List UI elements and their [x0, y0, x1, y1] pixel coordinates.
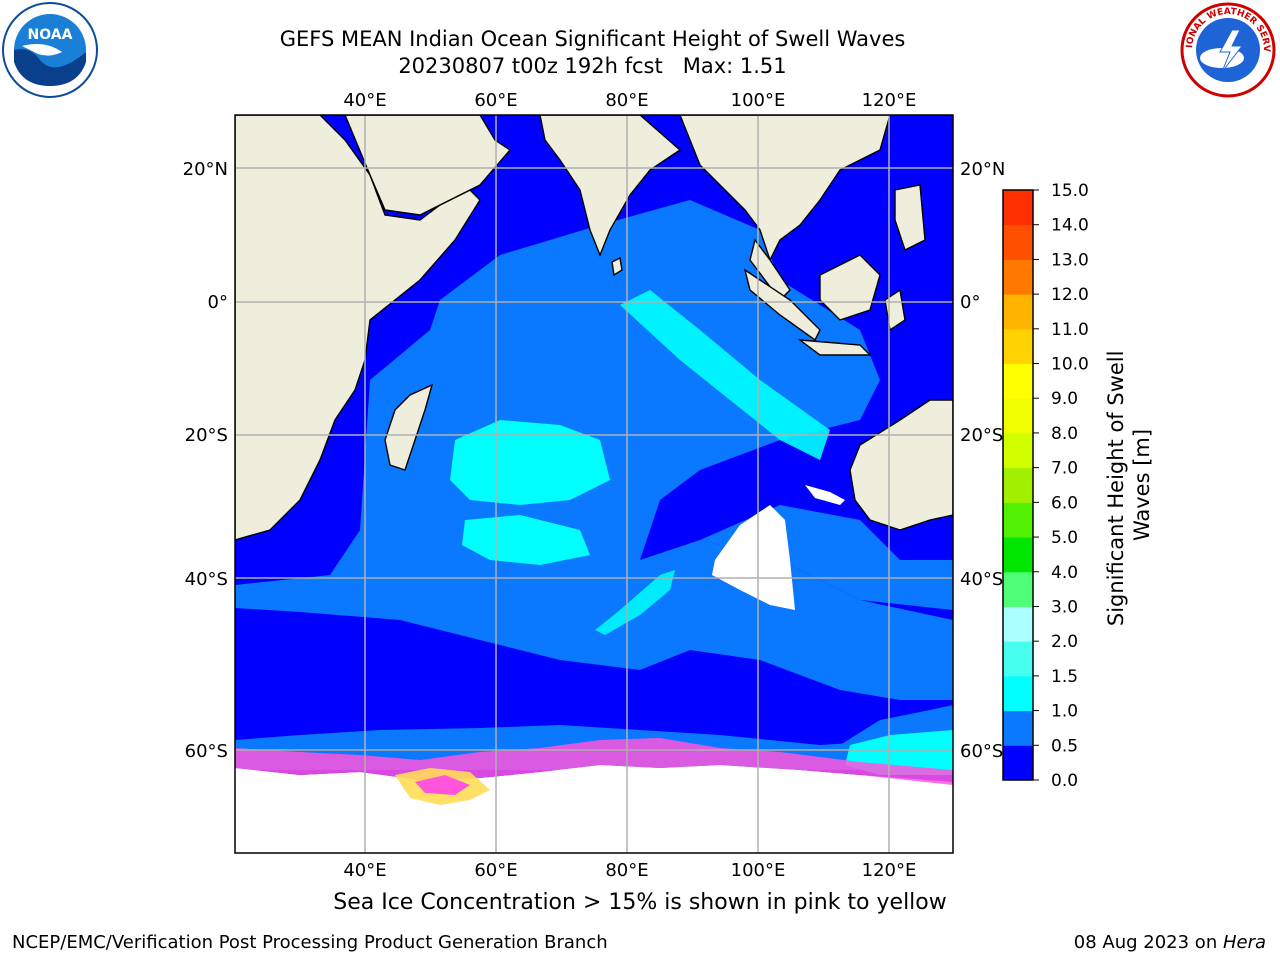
colorbar-tick-label: 1.0: [1051, 702, 1078, 722]
arabian-peninsula: [344, 115, 512, 216]
footer-host: Hera: [1222, 932, 1266, 953]
lon-tick-bottom: 40°E: [343, 860, 386, 881]
swell-streak-1-0-south: [595, 570, 675, 635]
lon-tick-top: 40°E: [343, 90, 386, 111]
colorbar-swatch: [1003, 502, 1033, 538]
swell-patch-1-0-central: [450, 420, 610, 505]
colorbar-swatch: [1003, 294, 1033, 330]
nws-logo: NATIONAL WEATHER SERVICE: [0, 0, 1276, 98]
lat-tick-right: 0°: [960, 292, 980, 313]
map-area: [235, 115, 953, 853]
lon-tick-top: 60°E: [474, 90, 517, 111]
noaa-logo-text: NOAA: [28, 27, 73, 43]
sea-ice-note: Sea Ice Concentration > 15% is shown in …: [333, 890, 947, 915]
sea-ice-band: [235, 765, 953, 853]
no-data-streak: [805, 485, 845, 505]
colorbar-swatch: [1003, 398, 1033, 434]
india: [539, 115, 682, 257]
lon-tick-bottom: 80°E: [605, 860, 648, 881]
colorbar-tick-label: 1.5: [1051, 667, 1078, 687]
lat-tick-left: 60°S: [185, 741, 228, 762]
footer-date-text: 08 Aug 2023 on: [1073, 932, 1223, 953]
colorbar-swatch: [1003, 328, 1033, 365]
swell-streak-1-0-east: [620, 290, 830, 460]
colorbar-tick-label: 8.0: [1051, 424, 1078, 444]
lat-tick-right: 60°S: [960, 741, 1003, 762]
colorbar-tick-label: 12.0: [1051, 285, 1089, 305]
lat-tick-right: 20°S: [960, 425, 1003, 446]
colorbar-swatch: [1003, 710, 1033, 746]
colorbar-tick-label: 4.0: [1051, 563, 1078, 583]
footer-credit: NCEP/EMC/Verification Post Processing Pr…: [12, 932, 608, 953]
lon-tick-top: 80°E: [605, 90, 648, 111]
colorbar-tick-label: 0.5: [1051, 736, 1078, 756]
colorbar-tick-label: 11.0: [1051, 320, 1089, 340]
colorbar-swatch: [1003, 571, 1033, 607]
lon-tick-top: 100°E: [731, 90, 786, 111]
madagascar: [384, 383, 434, 471]
lat-tick-left: 20°N: [183, 159, 228, 180]
colorbar-swatch: [1003, 745, 1033, 781]
noaa-logo: NOAA: [2, 2, 98, 98]
lon-tick-bottom: 100°E: [731, 860, 786, 881]
colorbar-tick-label: 10.0: [1051, 355, 1089, 375]
indochina: [679, 115, 891, 262]
australia: [849, 399, 953, 531]
colorbar-swatch: [1003, 259, 1033, 295]
philippines: [894, 184, 926, 251]
colorbar-tick-label: 15.0: [1051, 181, 1089, 201]
lat-tick-left: 40°S: [185, 569, 228, 590]
colorbar-tick-label: 14.0: [1051, 216, 1089, 236]
swell-patch-1-0-south: [462, 515, 590, 565]
colorbar-label-line1: Significant Height of Swell: [1104, 351, 1128, 627]
footer-date: 08 Aug 2023 on Hera: [1074, 932, 1266, 953]
sumatra: [743, 268, 821, 342]
java: [797, 339, 872, 356]
colorbar-swatch: [1003, 641, 1033, 677]
colorbar-tick-label: 0.0: [1051, 771, 1078, 791]
gridlines: [235, 115, 953, 853]
colorbar-swatch: [1003, 432, 1033, 469]
colorbar-swatch: [1003, 675, 1033, 712]
colorbar-swatch: [1003, 224, 1033, 260]
colorbar-tick-label: 9.0: [1051, 389, 1078, 409]
chart-subtitle: 20230807 t00z 192h fcst Max: 1.51: [398, 54, 787, 78]
colorbar-label: Significant Height of Swell Waves [m]: [1104, 344, 1154, 626]
colorbar-tick-label: 7.0: [1051, 459, 1078, 479]
map-frame: [234, 114, 954, 854]
colorbar-tick-label: 5.0: [1051, 528, 1078, 548]
sri-lanka: [611, 256, 623, 277]
colorbar-swatch: [1003, 467, 1033, 503]
colorbar-swatch: [1003, 537, 1033, 573]
colorbar-label-line2: Waves [m]: [1130, 429, 1154, 541]
no-data-patch: [712, 505, 795, 610]
colorbar-swatch: [1003, 190, 1033, 226]
colorbar: 0.0 0.5 1.0 1.5 2.0 3.0 4.0 5.0 6.0 7.0 8.0 9.0 10.0…: [1003, 181, 1089, 791]
sea-ice-inner-pink: [415, 775, 470, 795]
lat-tick-right: 40°S: [960, 569, 1003, 590]
colorbar-swatch: [1003, 606, 1033, 642]
lat-tick-left: 0°: [208, 292, 228, 313]
lat-tick-right: 20°N: [960, 159, 1005, 180]
lon-tick-bottom: 120°E: [862, 860, 917, 881]
colorbar-frame: [1002, 189, 1034, 781]
lon-tick-top: 120°E: [862, 90, 917, 111]
lon-tick-bottom: 60°E: [474, 860, 517, 881]
colorbar-tick-label: 2.0: [1051, 632, 1078, 652]
chart-title: GEFS MEAN Indian Ocean Significant Heigh…: [279, 27, 906, 51]
lat-tick-left: 20°S: [185, 425, 228, 446]
colorbar-swatch: [1003, 363, 1033, 399]
borneo: [819, 254, 881, 321]
nws-logo-text: NATIONAL WEATHER SERVICE: [0, 0, 1271, 52]
colorbar-tick-label: 3.0: [1051, 597, 1078, 617]
colorbar-tick-label: 13.0: [1051, 250, 1089, 270]
colorbar-tick-label: 6.0: [1051, 493, 1078, 513]
